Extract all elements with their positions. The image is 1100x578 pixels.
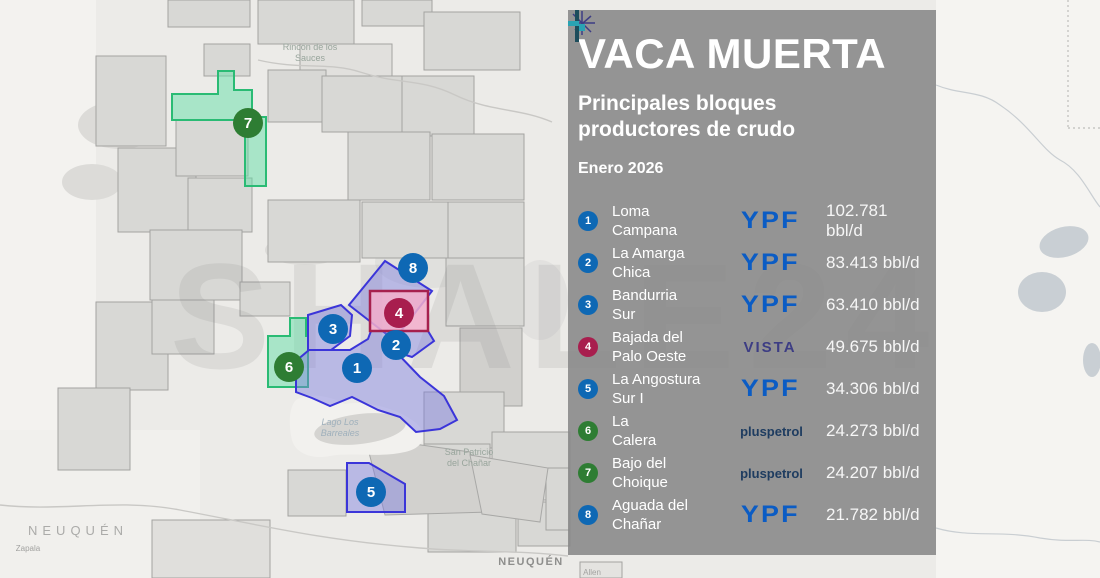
block-row-5: 5 La Angostura Sur I YPF 34.306 bbl/d	[578, 368, 924, 410]
block-name: Bajo del Choique	[612, 455, 668, 491]
block-row-6: 6 La Calera pluspetrol 24.273 bbl/d	[568, 10, 924, 452]
info-panel: VACA MUERTA Principales bloques producto…	[568, 10, 936, 555]
company-logo: pluspetrol	[568, 10, 816, 439]
company-logo: VISTA	[569, 11, 816, 356]
rank-badge: 1	[578, 211, 598, 231]
block-poly-1-2	[295, 330, 459, 434]
block-name: Loma Campana	[612, 203, 678, 239]
block-list: 1 Loma Campana YPF 102.781 bbl/d 2 La Am…	[568, 10, 924, 536]
ypf-logo: YPF	[740, 249, 800, 276]
ypf-logo: YPF	[740, 207, 800, 234]
pluspetrol-plus-icon	[568, 10, 585, 42]
rank-badge: 7	[578, 463, 598, 483]
production-value: 24.273 bbl/d	[826, 421, 920, 440]
block-row-2: 2 La Amarga Chica YPF 83.413 bbl/d	[578, 242, 924, 284]
map-label: San Patricio del Chañar	[444, 446, 494, 468]
production-value: 63.410 bbl/d	[826, 295, 920, 314]
company-logo: pluspetrol	[568, 10, 816, 481]
map-marker-1: 1	[342, 353, 372, 383]
map-marker-5: 5	[356, 477, 386, 507]
production-value: 49.675 bbl/d	[826, 337, 920, 356]
map-label: NEUQUÉN	[27, 522, 129, 538]
page-subtitle: Principales bloques productores de crudo	[578, 92, 796, 141]
rank-badge: 4	[578, 337, 598, 357]
map-marker-2: 2	[381, 330, 411, 360]
company-logo: YPF	[724, 207, 816, 235]
map-label: NEUQUÉN	[498, 556, 564, 569]
map-label: Rincón de los Sauces	[282, 41, 338, 63]
ypf-logo: YPF	[740, 291, 800, 318]
block-name: Bandurria Sur	[612, 287, 678, 323]
block-name: Aguada del Chañar	[612, 497, 688, 533]
block-row-4: 4 Bajada del Palo Oeste VISTA 49.675 bbl…	[569, 11, 924, 368]
map-label: Zapala	[15, 544, 41, 553]
block-name: La Amarga Chica	[612, 245, 685, 281]
block-row-8: 8 Aguada del Chañar YPF 21.782 bbl/d	[578, 494, 924, 536]
block-row-7: 7 Bajo del Choique pluspetrol 24.207 bbl…	[568, 10, 924, 494]
map-marker-8: 8	[398, 253, 428, 283]
block-name: La Angostura Sur I	[612, 371, 701, 407]
map-label: Allen	[583, 568, 601, 577]
map-marker-6: 6	[274, 352, 304, 382]
map-marker-4: 4	[384, 298, 414, 328]
pluspetrol-logo: pluspetrol	[568, 10, 803, 439]
production-value: 34.306 bbl/d	[826, 379, 920, 398]
pluspetrol-logo: pluspetrol	[568, 10, 803, 481]
date-label: Enero 2026	[578, 160, 664, 177]
production-value: 83.413 bbl/d	[826, 253, 920, 272]
production-value: 24.207 bbl/d	[826, 463, 920, 482]
ypf-logo: YPF	[740, 501, 800, 528]
rank-badge: 8	[578, 505, 598, 525]
company-logo: YPF	[724, 249, 816, 277]
vista-logo: VISTA	[569, 11, 796, 356]
block-row-1: 1 Loma Campana YPF 102.781 bbl/d	[578, 200, 924, 242]
block-name: Bajada del Palo Oeste	[612, 329, 687, 365]
rank-badge: 2	[578, 253, 598, 273]
company-logo: YPF	[724, 501, 816, 529]
map-label: Lago Los Barreales	[320, 416, 360, 438]
map-marker-3: 3	[318, 314, 348, 344]
production-value: 102.781 bbl/d	[826, 201, 888, 240]
ypf-logo: YPF	[740, 375, 800, 402]
rank-badge: 5	[578, 379, 598, 399]
block-row-3: 3 Bandurria Sur YPF 63.410 bbl/d	[578, 284, 924, 326]
company-logo: YPF	[724, 375, 816, 403]
page-title: VACA MUERTA	[578, 30, 887, 77]
rank-badge: 3	[578, 295, 598, 315]
block-name: La Calera	[612, 413, 657, 449]
company-logo: YPF	[724, 291, 816, 319]
map-marker-7: 7	[233, 108, 263, 138]
production-value: 21.782 bbl/d	[826, 505, 920, 524]
rank-badge: 6	[578, 421, 598, 441]
